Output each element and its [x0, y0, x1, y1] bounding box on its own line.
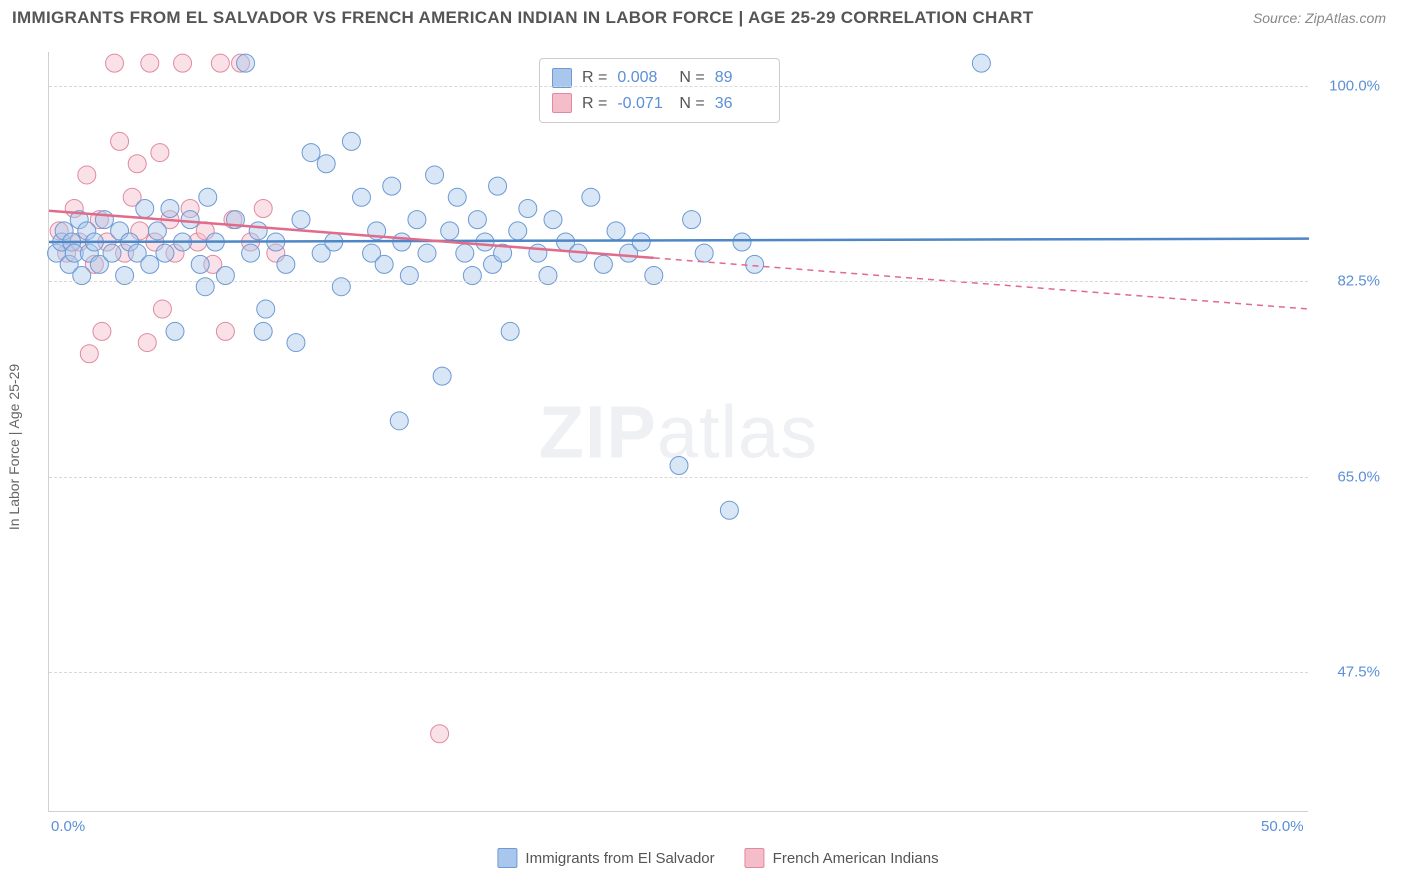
gridline: [49, 477, 1308, 478]
gridline: [49, 281, 1308, 282]
scatter-point: [733, 233, 751, 251]
scatter-point: [199, 188, 217, 206]
scatter-point: [509, 222, 527, 240]
scatter-point: [287, 334, 305, 352]
gridline: [49, 86, 1308, 87]
scatter-point: [136, 199, 154, 217]
scatter-point: [431, 725, 449, 743]
legend-item-blue: Immigrants from El Salvador: [497, 848, 714, 868]
scatter-point: [352, 188, 370, 206]
x-tick-label: 0.0%: [51, 818, 85, 835]
bottom-legend: Immigrants from El Salvador French Ameri…: [497, 848, 938, 868]
scatter-point: [181, 211, 199, 229]
scatter-point: [695, 244, 713, 262]
scatter-point: [632, 233, 650, 251]
y-axis-label: In Labor Force | Age 25-29: [6, 364, 22, 530]
scatter-point: [468, 211, 486, 229]
scatter-point: [174, 54, 192, 72]
scatter-point: [141, 54, 159, 72]
legend-item-pink: French American Indians: [745, 848, 939, 868]
scatter-point: [683, 211, 701, 229]
scatter-point: [317, 155, 335, 173]
scatter-point: [375, 255, 393, 273]
legend-label-blue: Immigrants from El Salvador: [525, 850, 714, 867]
scatter-point: [216, 322, 234, 340]
scatter-point: [237, 54, 255, 72]
scatter-point: [128, 155, 146, 173]
scatter-point: [148, 222, 166, 240]
scatter-point: [501, 322, 519, 340]
scatter-point: [292, 211, 310, 229]
scatter-point: [153, 300, 171, 318]
scatter-point: [408, 211, 426, 229]
regression-line: [49, 239, 1309, 242]
scatter-point: [519, 199, 537, 217]
scatter-point: [80, 345, 98, 363]
scatter-point: [254, 199, 272, 217]
scatter-point: [441, 222, 459, 240]
swatch-pink-icon: [745, 848, 765, 868]
scatter-point: [111, 132, 129, 150]
scatter-point: [489, 177, 507, 195]
scatter-point: [302, 144, 320, 162]
legend-label-pink: French American Indians: [773, 850, 939, 867]
scatter-point: [720, 501, 738, 519]
chart-title: IMMIGRANTS FROM EL SALVADOR VS FRENCH AM…: [12, 8, 1033, 28]
scatter-point: [433, 367, 451, 385]
scatter-point: [211, 54, 229, 72]
scatter-point: [191, 255, 209, 273]
scatter-point: [448, 188, 466, 206]
source-label: Source: ZipAtlas.com: [1253, 10, 1386, 26]
scatter-point: [93, 322, 111, 340]
scatter-point: [456, 244, 474, 262]
y-tick-label: 65.0%: [1314, 468, 1380, 485]
scatter-point: [257, 300, 275, 318]
chart-container: In Labor Force | Age 25-29 ZIPatlas R = …: [48, 52, 1388, 842]
scatter-point: [106, 54, 124, 72]
scatter-point: [249, 222, 267, 240]
scatter-svg: [49, 52, 1309, 812]
scatter-point: [166, 322, 184, 340]
scatter-point: [582, 188, 600, 206]
scatter-point: [342, 132, 360, 150]
scatter-point: [670, 457, 688, 475]
y-tick-label: 82.5%: [1314, 273, 1380, 290]
scatter-point: [594, 255, 612, 273]
scatter-point: [141, 255, 159, 273]
scatter-point: [254, 322, 272, 340]
scatter-point: [544, 211, 562, 229]
scatter-point: [156, 244, 174, 262]
scatter-point: [746, 255, 764, 273]
x-tick-label: 50.0%: [1261, 818, 1304, 835]
scatter-point: [607, 222, 625, 240]
swatch-blue-icon: [497, 848, 517, 868]
scatter-point: [151, 144, 169, 162]
scatter-point: [529, 244, 547, 262]
scatter-point: [972, 54, 990, 72]
plot-area: ZIPatlas R = 0.008 N = 89 R = -0.071 N =…: [48, 52, 1308, 812]
scatter-point: [242, 244, 260, 262]
scatter-point: [383, 177, 401, 195]
y-tick-label: 47.5%: [1314, 664, 1380, 681]
scatter-point: [78, 166, 96, 184]
gridline: [49, 672, 1308, 673]
scatter-point: [138, 334, 156, 352]
scatter-point: [390, 412, 408, 430]
y-tick-label: 100.0%: [1314, 77, 1380, 94]
scatter-point: [277, 255, 295, 273]
scatter-point: [426, 166, 444, 184]
scatter-point: [418, 244, 436, 262]
scatter-point: [103, 244, 121, 262]
scatter-point: [161, 199, 179, 217]
